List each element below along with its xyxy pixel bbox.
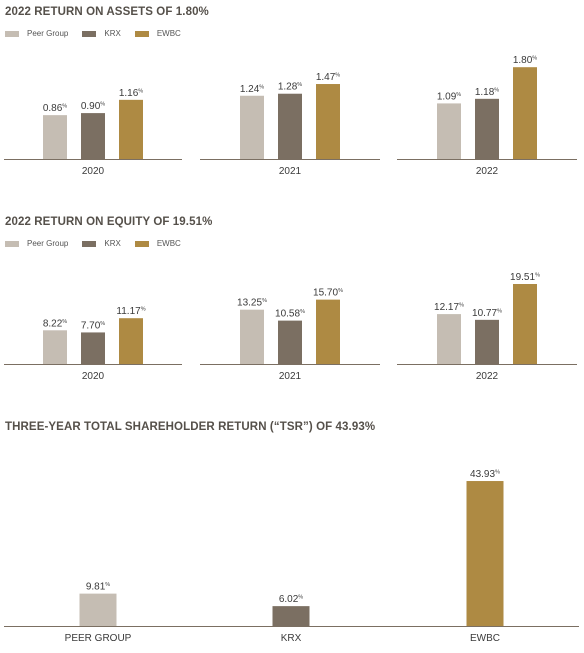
legend-item-krx: KRX	[82, 29, 121, 38]
roe-bar	[43, 330, 67, 364]
tsr-bar	[79, 593, 117, 626]
roe-bar	[475, 319, 499, 364]
tsr-category-label: EWBC	[470, 633, 500, 644]
legend-item-ewbc: EWBC	[134, 239, 181, 248]
peer-group-swatch	[5, 30, 19, 37]
roa-bar	[81, 113, 105, 159]
roa-value-label: 1.28%	[278, 82, 302, 93]
roa-legend: Peer Group KRX EWBC	[5, 29, 195, 38]
roe-value-label: 19.51%	[510, 272, 540, 283]
tsr-category-label: KRX	[281, 633, 302, 644]
roe-bar	[437, 314, 461, 364]
roe-category-label: 2022	[476, 371, 499, 382]
roe-value-label: 11.17%	[116, 306, 145, 317]
roe-category-label: 2020	[82, 371, 105, 382]
legend-item-peer-group: Peer Group	[5, 29, 68, 38]
roa-bar	[119, 99, 143, 159]
roa-bar	[240, 95, 264, 159]
legend-item-ewbc: EWBC	[134, 29, 181, 38]
roe-value-label: 13.25%	[237, 298, 267, 309]
tsr-bar	[272, 606, 310, 626]
legend-item-krx: KRX	[82, 239, 121, 248]
roa-value-label: 1.80%	[513, 55, 537, 66]
roe-value-label: 8.22%	[43, 318, 67, 329]
legend-label-peer-group: Peer Group	[27, 239, 69, 248]
roe-value-label: 10.77%	[472, 308, 502, 319]
roa-value-label: 0.86%	[43, 103, 67, 114]
ewbc-swatch	[134, 240, 149, 247]
krx-swatch	[82, 240, 97, 247]
roa-value-label: 1.09%	[437, 91, 461, 102]
roe-legend: Peer Group KRX EWBC	[5, 239, 195, 248]
legend-label-ewbc: EWBC	[156, 29, 181, 38]
roa-value-label: 1.24%	[240, 84, 264, 95]
roe-bar	[81, 332, 105, 364]
tsr-value-label: 43.93%	[470, 469, 500, 480]
roe-bar	[513, 284, 537, 364]
roe-value-label: 15.70%	[313, 288, 343, 299]
roe-bar	[316, 299, 340, 364]
roe-chart-title: 2022 RETURN ON EQUITY OF 19.51%	[5, 216, 213, 228]
legend-label-krx: KRX	[104, 239, 121, 248]
roe-category-label: 2021	[279, 371, 302, 382]
tsr-value-label: 6.02%	[279, 594, 303, 605]
roa-bar	[513, 67, 537, 159]
tsr-chart-title: THREE-YEAR TOTAL SHAREHOLDER RETURN (“TS…	[5, 421, 376, 433]
roe-value-label: 7.70%	[81, 320, 105, 331]
tsr-value-label: 9.81%	[86, 582, 110, 593]
roe-bar	[119, 318, 143, 364]
roe-bar	[240, 309, 264, 364]
roa-value-label: 1.16%	[119, 88, 143, 99]
ewbc-swatch	[134, 30, 149, 37]
roa-category-label: 2022	[476, 166, 499, 177]
legend-item-peer-group: Peer Group	[5, 239, 68, 248]
peer-group-swatch	[5, 240, 19, 247]
legend-label-krx: KRX	[104, 29, 121, 38]
roa-bar	[316, 84, 340, 159]
roe-bar	[278, 320, 302, 364]
tsr-category-label: PEER GROUP	[65, 633, 132, 644]
roa-category-label: 2020	[82, 166, 105, 177]
roa-chart-title: 2022 RETURN ON ASSETS OF 1.80%	[5, 6, 209, 18]
roe-value-label: 10.58%	[275, 309, 305, 320]
tsr-bar	[466, 481, 504, 626]
roa-bar	[475, 98, 499, 159]
legend-label-ewbc: EWBC	[156, 239, 181, 248]
roe-value-label: 12.17%	[434, 302, 464, 313]
roa-bar	[43, 115, 67, 159]
roa-value-label: 1.18%	[475, 87, 499, 98]
roa-category-label: 2021	[279, 166, 302, 177]
roa-bar	[278, 93, 302, 159]
roa-value-label: 0.90%	[81, 101, 105, 112]
roa-bar	[437, 103, 461, 159]
krx-swatch	[82, 30, 97, 37]
legend-label-peer-group: Peer Group	[27, 29, 69, 38]
roa-value-label: 1.47%	[316, 72, 340, 83]
